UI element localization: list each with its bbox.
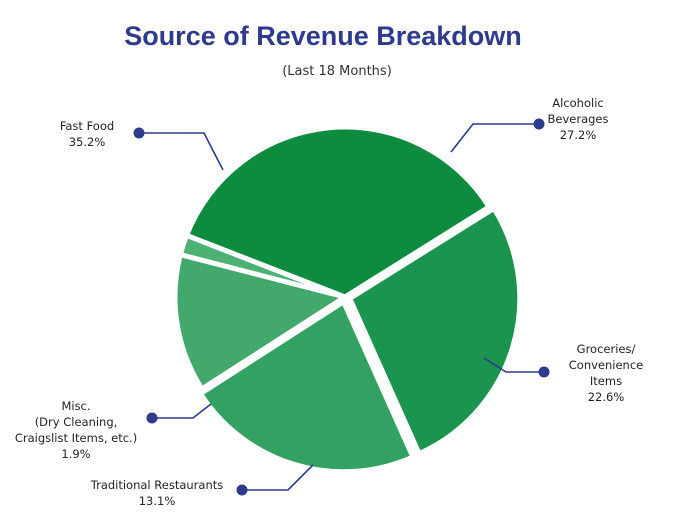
- slice-label-line: 27.2%: [560, 128, 597, 142]
- leader-line-3: [242, 464, 314, 491]
- leader-dot-1: [533, 118, 545, 130]
- leader-lines: [133, 118, 550, 496]
- slice-label-5: Fast Food 35.2%: [60, 119, 114, 149]
- slice-label-line: Craigslist Items, etc.): [15, 431, 137, 445]
- slice-labels: Alcoholic Beverages 27.2% Groceries/Conveni…: [15, 96, 643, 508]
- leader-line-2: [483, 357, 544, 373]
- leader-dot-2: [538, 366, 550, 378]
- pie-slice-2: [198, 299, 416, 475]
- slice-label-line: 22.6%: [588, 390, 625, 404]
- slice-label-line: 13.1%: [139, 494, 176, 508]
- pie-slice-5: [184, 124, 492, 300]
- pie-slice-1: [347, 205, 523, 457]
- chart-title: Source of Revenue Breakdown: [124, 21, 522, 51]
- leader-line-4: [152, 403, 212, 419]
- slice-label-line: 1.9%: [61, 447, 90, 461]
- slice-label-line: (Dry Cleaning,: [35, 415, 118, 429]
- slice-label-line: Traditional Restaurants: [90, 478, 223, 492]
- leader-dot-5: [133, 127, 145, 139]
- slice-label-line: Fast Food: [60, 119, 114, 133]
- leader-line-5: [139, 132, 224, 171]
- slice-label-line: Alcoholic: [552, 96, 603, 110]
- slice-label-1: Alcoholic Beverages 27.2%: [548, 96, 609, 142]
- slice-label-line: Items: [590, 374, 622, 388]
- slice-label-4: Misc. (Dry Cleaning, Craigslist Items, etc…: [15, 399, 137, 461]
- slice-label-line: 35.2%: [69, 135, 106, 149]
- leader-line-1: [450, 123, 539, 153]
- pie-slices: [172, 124, 523, 475]
- slice-label-line: Groceries/: [577, 342, 636, 356]
- slice-label-3: Traditional Restaurants 13.1%: [90, 478, 223, 508]
- slice-label-line: Beverages: [548, 112, 609, 126]
- leader-dot-3: [236, 484, 248, 496]
- chart-subtitle: (Last 18 Months): [282, 64, 392, 79]
- leader-dot-4: [146, 412, 158, 424]
- slice-label-2: Groceries/Convenience Items 22.6%: [569, 342, 643, 404]
- slice-label-line: Convenience: [569, 358, 643, 372]
- slice-label-line: Misc.: [61, 399, 90, 413]
